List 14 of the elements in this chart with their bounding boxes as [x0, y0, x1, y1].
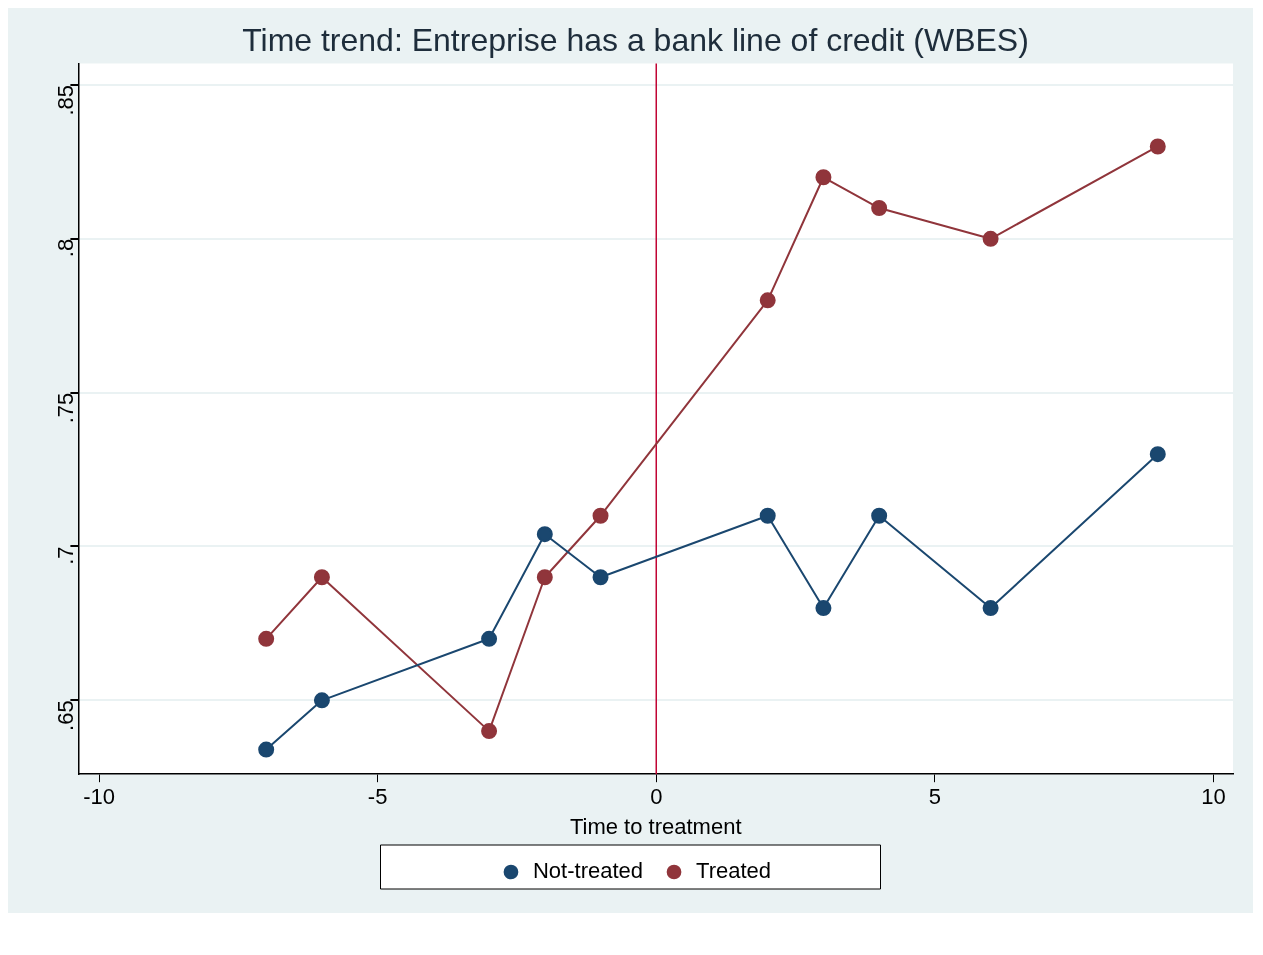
x-tick-label: -5	[367, 784, 388, 810]
y-tick-label: .75	[53, 392, 79, 424]
legend-label: Not-treated	[532, 858, 644, 884]
y-tick-label: .8	[53, 238, 79, 258]
x-tick-label: -10	[83, 784, 115, 810]
x-tick-label: 5	[928, 784, 941, 810]
y-tick-label: .85	[53, 84, 79, 116]
legend-label: Treated	[696, 858, 772, 884]
y-tick-label: .65	[53, 700, 79, 731]
chart-title: Time trend: Entreprise has a bank line of credit (WBES)	[242, 22, 1029, 59]
x-tick-label: 0	[650, 784, 663, 810]
y-tick-label: .7	[53, 546, 79, 565]
x-tick-label: 10	[1201, 784, 1226, 810]
x-axis-title: Time to treatment	[569, 813, 742, 839]
